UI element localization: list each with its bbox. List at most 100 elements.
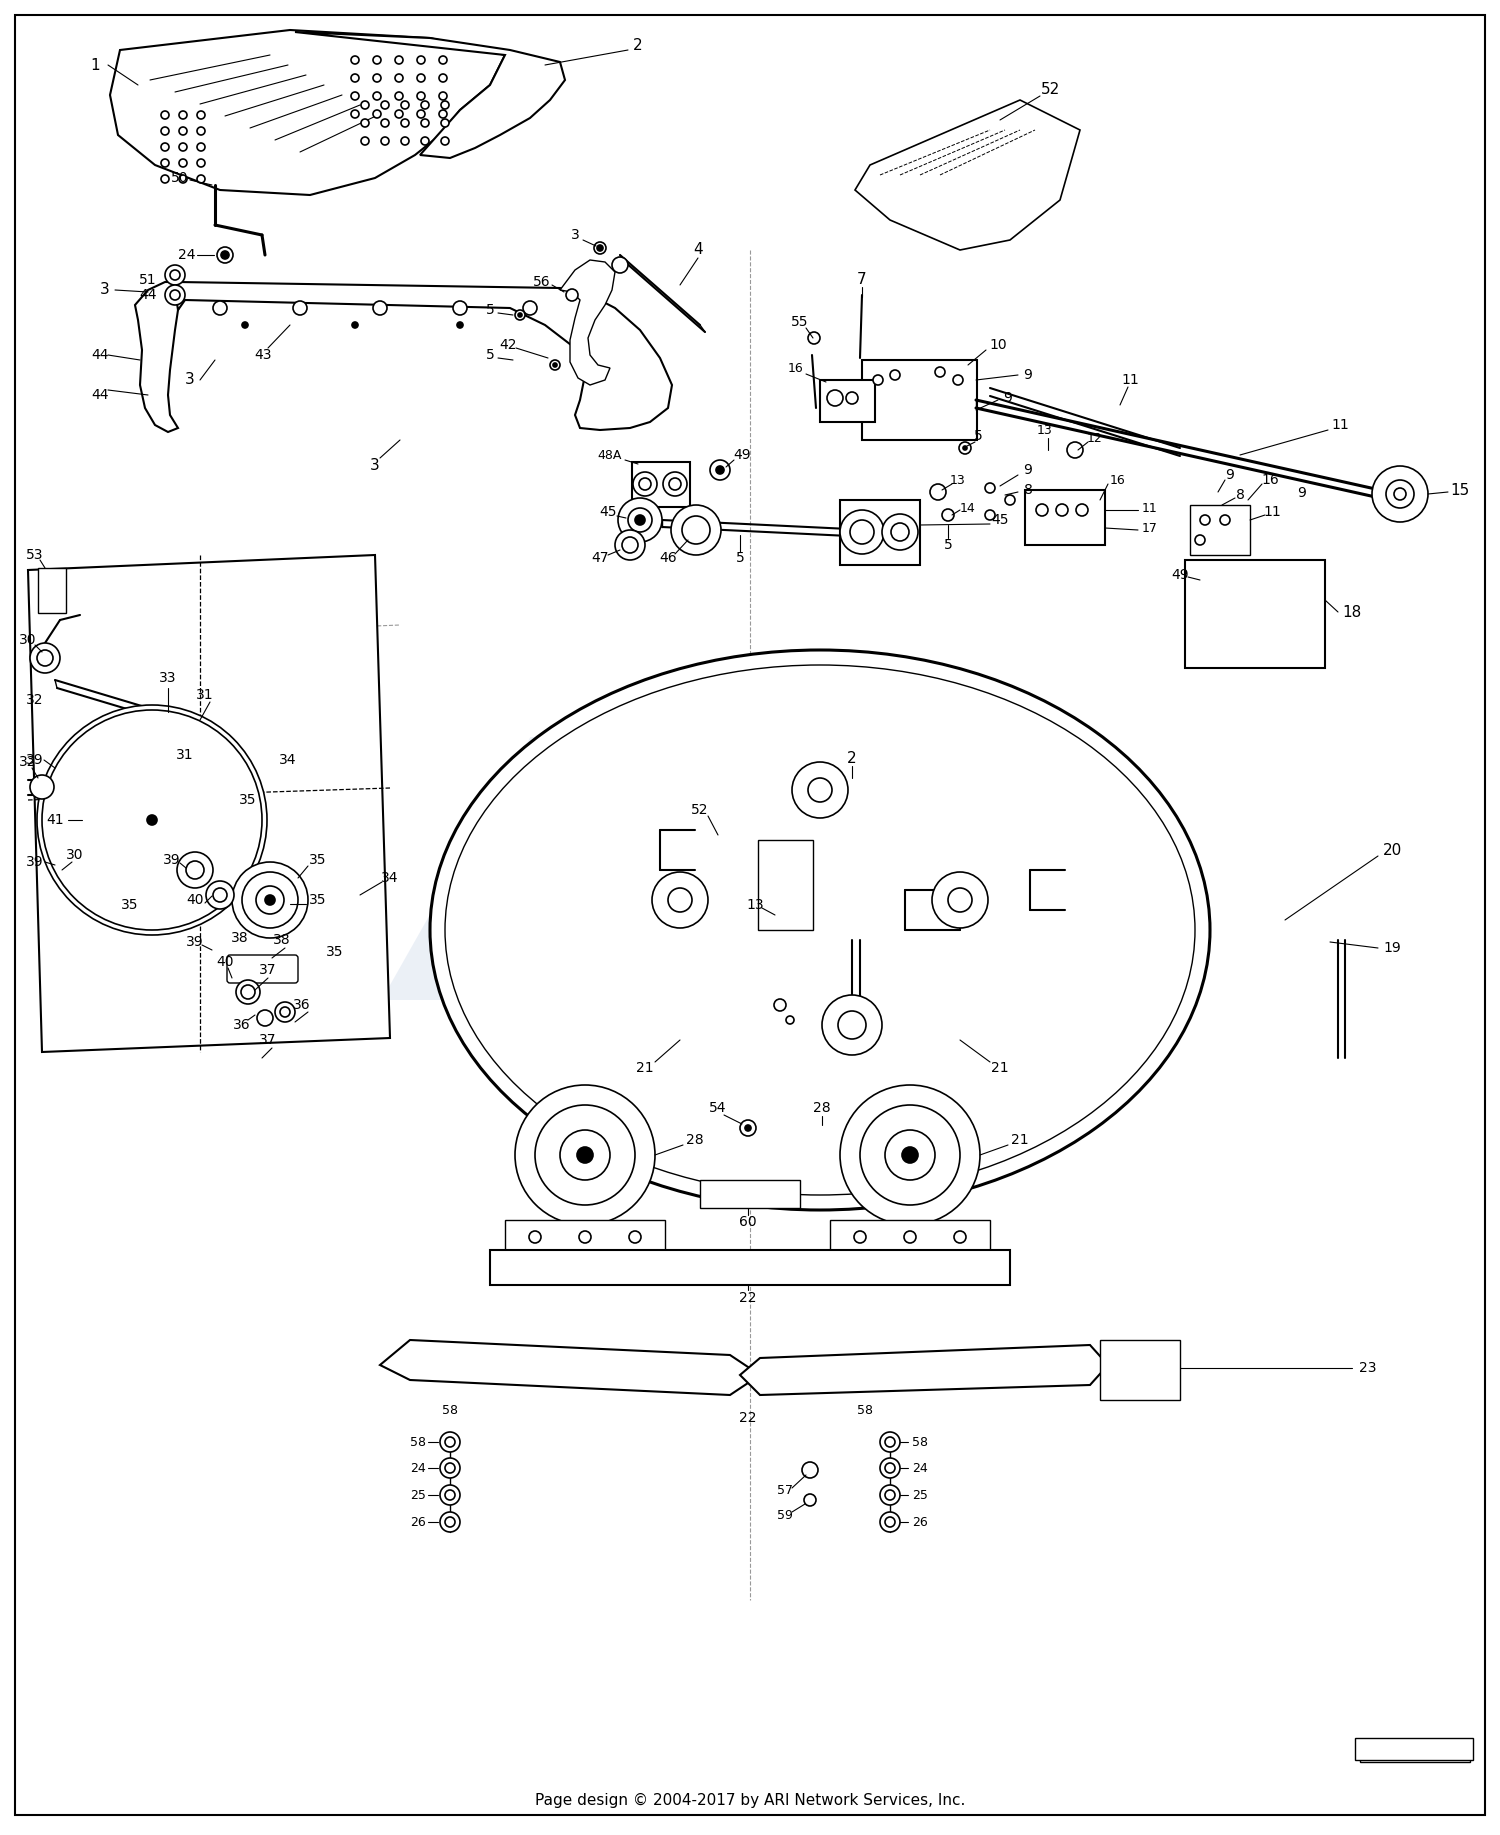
Text: 32: 32 <box>26 694 44 706</box>
Text: 48A: 48A <box>598 448 622 461</box>
Text: 37: 37 <box>260 963 276 976</box>
Bar <box>840 499 920 565</box>
Circle shape <box>394 110 404 117</box>
Circle shape <box>942 508 954 521</box>
Circle shape <box>963 446 968 450</box>
Text: 14: 14 <box>960 501 976 514</box>
Circle shape <box>822 995 882 1055</box>
Circle shape <box>669 477 681 490</box>
Polygon shape <box>855 99 1080 250</box>
Circle shape <box>440 1431 460 1451</box>
Circle shape <box>220 251 230 259</box>
Text: 31: 31 <box>196 688 214 703</box>
Text: 3: 3 <box>100 283 109 297</box>
Circle shape <box>417 57 424 64</box>
Polygon shape <box>740 1345 1108 1395</box>
Text: 60: 60 <box>740 1215 758 1229</box>
Circle shape <box>514 310 525 319</box>
Text: 49: 49 <box>1172 569 1190 582</box>
Circle shape <box>394 57 404 64</box>
Text: 22: 22 <box>740 1411 756 1426</box>
Bar <box>1354 1738 1473 1760</box>
Text: 40: 40 <box>186 894 204 906</box>
Text: 50: 50 <box>171 171 189 185</box>
Text: 11: 11 <box>1142 501 1158 514</box>
Circle shape <box>880 1431 900 1451</box>
Circle shape <box>165 284 184 305</box>
Circle shape <box>232 862 308 938</box>
Circle shape <box>160 160 170 167</box>
Circle shape <box>880 1512 900 1532</box>
Bar <box>490 1250 1010 1284</box>
Circle shape <box>256 1009 273 1026</box>
Text: 24: 24 <box>178 248 195 262</box>
Circle shape <box>394 73 404 83</box>
Text: 5: 5 <box>735 550 744 565</box>
Text: 24: 24 <box>410 1461 426 1475</box>
Circle shape <box>440 73 447 83</box>
Circle shape <box>381 119 388 127</box>
Bar <box>1190 505 1250 554</box>
Circle shape <box>1036 505 1048 516</box>
Circle shape <box>362 101 369 108</box>
Circle shape <box>670 505 722 554</box>
Circle shape <box>904 1231 916 1242</box>
Text: 39: 39 <box>164 853 182 866</box>
Circle shape <box>1200 516 1210 525</box>
Circle shape <box>352 321 358 328</box>
Text: 36: 36 <box>292 998 310 1011</box>
Polygon shape <box>110 29 506 195</box>
Text: 35: 35 <box>309 853 327 866</box>
Circle shape <box>417 110 424 117</box>
Text: 24: 24 <box>912 1461 928 1475</box>
Text: 35: 35 <box>309 894 327 906</box>
Circle shape <box>524 301 537 316</box>
Text: 1: 1 <box>90 57 101 73</box>
Circle shape <box>518 314 522 317</box>
Text: 39: 39 <box>26 855 44 870</box>
Circle shape <box>170 290 180 299</box>
Circle shape <box>859 1105 960 1206</box>
Text: 57: 57 <box>777 1483 794 1497</box>
Text: 25: 25 <box>912 1488 928 1501</box>
Circle shape <box>1066 442 1083 459</box>
Text: 8: 8 <box>1236 488 1245 503</box>
Circle shape <box>242 985 255 998</box>
Text: 21: 21 <box>992 1061 1010 1075</box>
Text: 31: 31 <box>176 749 194 762</box>
Text: 20: 20 <box>1383 842 1401 857</box>
Text: 51: 51 <box>140 273 158 286</box>
Circle shape <box>986 510 994 519</box>
Circle shape <box>217 248 232 262</box>
Circle shape <box>160 143 170 150</box>
Text: 35: 35 <box>240 793 256 807</box>
Circle shape <box>280 1007 290 1017</box>
Circle shape <box>446 1490 454 1499</box>
Text: 59: 59 <box>777 1508 794 1521</box>
Circle shape <box>160 110 170 119</box>
Text: 4: 4 <box>693 242 703 257</box>
Text: 12: 12 <box>1088 431 1102 444</box>
Text: 10: 10 <box>988 338 1006 352</box>
Circle shape <box>954 1231 966 1242</box>
Circle shape <box>880 1459 900 1477</box>
Circle shape <box>147 815 158 826</box>
Bar <box>700 1180 800 1207</box>
Circle shape <box>196 127 206 136</box>
Circle shape <box>165 264 184 284</box>
Circle shape <box>536 1105 634 1206</box>
Circle shape <box>934 367 945 376</box>
Bar <box>1185 560 1324 668</box>
Polygon shape <box>560 261 615 385</box>
FancyBboxPatch shape <box>226 954 298 984</box>
Circle shape <box>930 484 946 499</box>
Circle shape <box>46 716 256 925</box>
Circle shape <box>740 1119 756 1136</box>
Circle shape <box>422 138 429 145</box>
Bar <box>1024 490 1106 545</box>
Circle shape <box>178 127 188 136</box>
Text: 45: 45 <box>598 505 616 519</box>
Circle shape <box>292 301 308 316</box>
Circle shape <box>1386 481 1414 508</box>
Circle shape <box>932 872 988 929</box>
